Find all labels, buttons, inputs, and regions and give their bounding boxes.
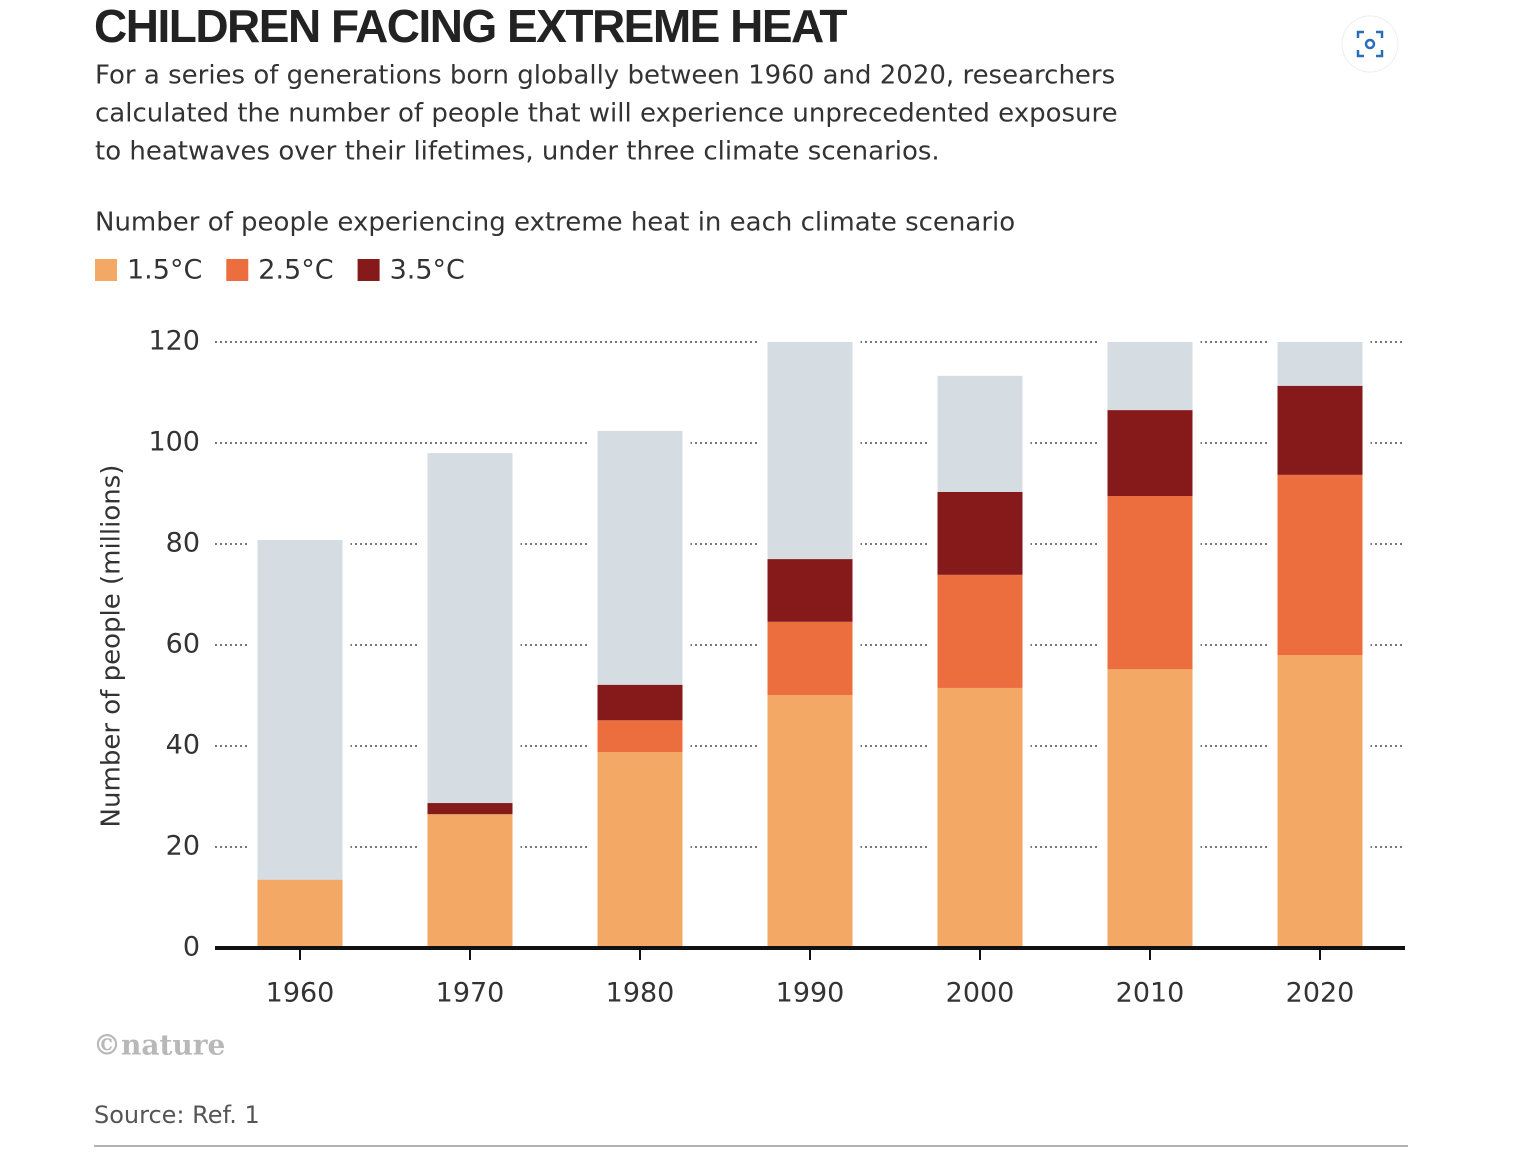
subtitle: For a series of generations born globall…	[95, 61, 1115, 91]
expand-icon[interactable]	[1341, 15, 1399, 73]
legend-swatch	[226, 259, 249, 281]
bar-segment	[597, 684, 683, 721]
chart-title: CHILDREN FACING EXTREME HEAT	[94, 0, 847, 52]
bar-segment	[597, 720, 683, 753]
bar-segment	[597, 752, 683, 948]
icon[interactable]	[1364, 38, 1376, 50]
bar-segment	[1107, 669, 1193, 948]
x-tick-label: 2000	[946, 978, 1015, 1009]
x-tick-label: 1980	[606, 978, 675, 1009]
bar-segment	[427, 814, 513, 948]
icon-bg[interactable]	[1341, 15, 1399, 73]
legend-swatch	[95, 259, 117, 281]
y-tick-label: 40	[166, 730, 200, 761]
x-tick-label: 1960	[266, 978, 335, 1009]
y-tick-label: 60	[166, 629, 200, 660]
bar-segment	[937, 574, 1023, 688]
bar-segment	[257, 879, 343, 948]
x-tick-label: 1990	[776, 978, 845, 1009]
subtitle: calculated the number of people that wil…	[95, 99, 1118, 129]
bar-segment	[767, 694, 853, 948]
source: Source: Ref. 1	[94, 1101, 260, 1129]
bar-segment	[1277, 474, 1363, 656]
x-tick-label: 1970	[436, 978, 505, 1009]
y-tick-label: 20	[166, 831, 200, 862]
y-tick-label: 100	[148, 427, 200, 458]
bar-segment	[767, 621, 853, 695]
legend-label: 1.5°C	[127, 255, 202, 286]
chart-subtitle: Number of people experiencing extreme he…	[95, 208, 1015, 238]
bar-segment	[1107, 496, 1193, 670]
bar-segment	[427, 803, 513, 815]
bar-segment	[767, 559, 853, 622]
legend-swatch	[357, 259, 380, 281]
bar-segment	[1277, 655, 1363, 948]
legend-label: 2.5°C	[258, 255, 333, 286]
x-tick-label: 2010	[1116, 978, 1185, 1009]
subtitle: to heatwaves over their lifetimes, under…	[95, 137, 940, 167]
y-tick-label: 80	[166, 528, 200, 559]
credit: ©nature	[93, 1029, 225, 1062]
y-axis-label: Number of people (millions)	[97, 465, 127, 828]
x-tick-label: 2020	[1286, 978, 1355, 1009]
legend-label: 3.5°C	[390, 255, 465, 286]
bar-segment	[937, 687, 1023, 948]
icon[interactable]	[1356, 30, 1384, 58]
bar-segment	[1107, 410, 1193, 497]
bar-segment	[1277, 385, 1363, 475]
y-tick-label: 0	[183, 932, 200, 963]
bar-segment	[937, 491, 1023, 575]
y-tick-label: 120	[148, 326, 200, 357]
